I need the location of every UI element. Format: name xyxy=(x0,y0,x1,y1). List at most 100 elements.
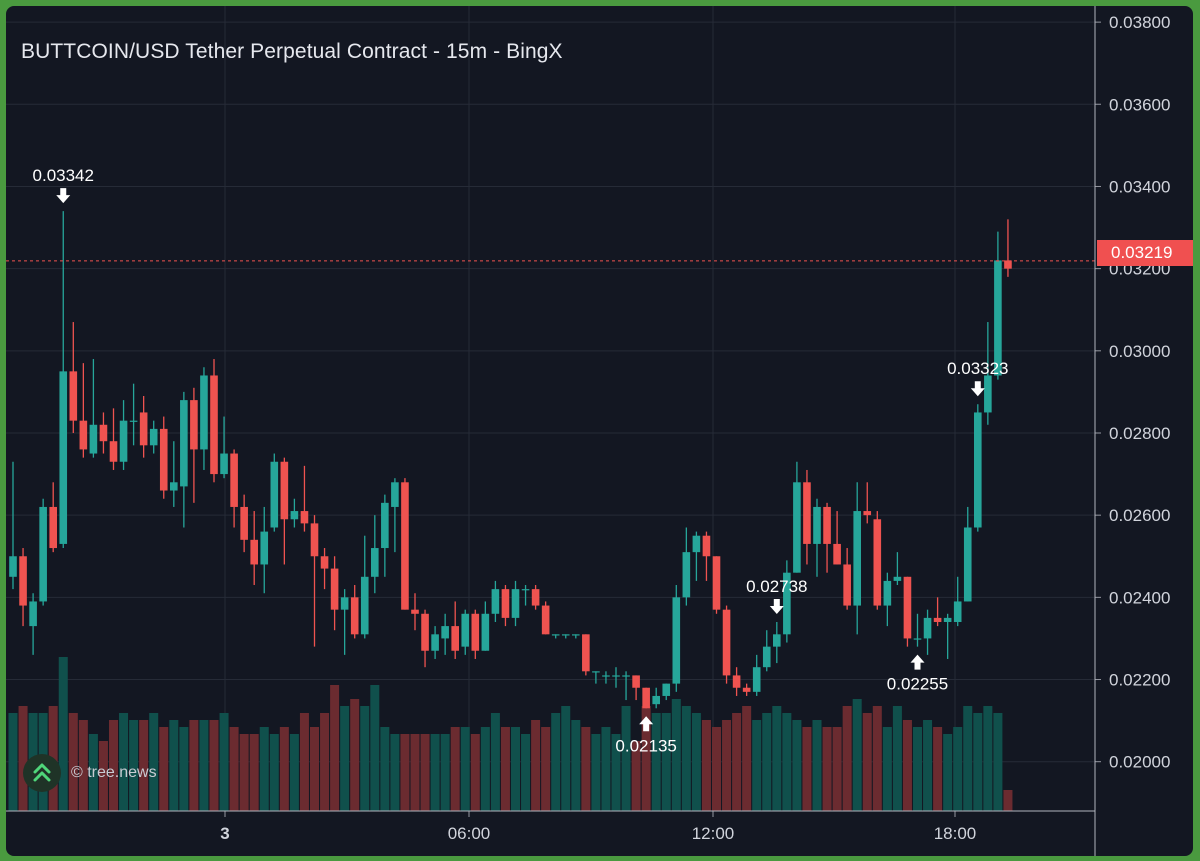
volume-bar xyxy=(229,727,239,811)
candle-body xyxy=(190,400,198,450)
candle-body xyxy=(843,564,851,606)
chart-title: BUTTCOIN/USD Tether Perpetual Contract -… xyxy=(21,40,563,63)
candle-body xyxy=(762,646,771,668)
candle-body xyxy=(260,531,269,565)
candle-body xyxy=(330,568,339,610)
candle-body xyxy=(119,420,128,462)
candle-body xyxy=(541,605,550,635)
y-tick-label: 0.03000 xyxy=(1109,342,1170,361)
candle-body xyxy=(501,589,510,618)
candle-body xyxy=(561,634,570,636)
volume-bar xyxy=(782,713,792,811)
volume-bar xyxy=(430,734,440,811)
candle-body xyxy=(79,420,88,450)
candle-body xyxy=(752,667,761,692)
candle-body xyxy=(612,675,620,677)
candlestick-chart[interactable]: 0.02000 0.02200 0.02400 0.02600 0.02800 0.030… xyxy=(6,6,1193,856)
candle-body xyxy=(310,523,319,557)
volume-bar xyxy=(581,727,591,811)
watermark: © tree.news xyxy=(23,753,157,793)
volume-bar xyxy=(983,706,993,811)
volume-bar xyxy=(953,727,963,811)
y-tick-label: 0.02800 xyxy=(1109,424,1170,443)
candle-body xyxy=(59,371,68,544)
low-annotation-label: 0.02135 xyxy=(615,736,676,755)
volume-bar xyxy=(511,727,520,811)
volume-bar xyxy=(561,706,571,811)
volume-bar xyxy=(641,706,651,811)
volume-bar xyxy=(943,734,953,811)
candle-body xyxy=(139,412,148,446)
volume-bar xyxy=(541,727,551,811)
volume-bar xyxy=(299,713,309,811)
candle-body xyxy=(431,634,439,651)
volume-bar xyxy=(802,727,812,811)
candle-body xyxy=(592,671,600,673)
candle-body xyxy=(19,556,27,606)
candle-body xyxy=(270,461,279,528)
candle-body xyxy=(974,412,982,528)
volume-bar xyxy=(219,713,229,811)
y-tick-label: 0.03600 xyxy=(1109,95,1170,114)
down-arrow-icon xyxy=(769,598,784,614)
candle-body xyxy=(461,613,470,647)
candle-body xyxy=(29,601,37,627)
candle-body xyxy=(602,675,610,677)
up-arrow-icon xyxy=(639,716,654,732)
candle-body xyxy=(642,687,650,709)
high-annotation-label: 0.02738 xyxy=(746,577,807,596)
volume-bar xyxy=(440,734,450,811)
volume-bar xyxy=(189,720,199,811)
high-annotation-label: 0.03323 xyxy=(947,359,1008,378)
candle-body xyxy=(129,420,138,422)
candle-body xyxy=(220,453,228,475)
candle-body xyxy=(300,511,309,524)
candle-body xyxy=(481,613,490,651)
volume-bar xyxy=(822,727,832,811)
candle-body xyxy=(210,375,218,475)
candle-body xyxy=(632,675,640,688)
volume-bar xyxy=(169,720,179,811)
candle-body xyxy=(441,626,449,639)
volume-bar xyxy=(350,699,360,811)
candle-body xyxy=(582,634,590,672)
volume-bar xyxy=(68,713,78,811)
volume-bar xyxy=(732,713,742,811)
candle-body xyxy=(521,589,530,591)
volume-bar xyxy=(98,741,108,811)
volume-bar xyxy=(340,706,350,811)
volume-bar xyxy=(490,713,500,811)
candle-body xyxy=(984,375,992,413)
volume-bar xyxy=(330,685,340,811)
volume-bar xyxy=(1003,790,1013,811)
candle-body xyxy=(913,638,922,640)
volume-bar xyxy=(289,734,299,811)
volume-bar xyxy=(8,713,18,811)
volume-bar xyxy=(279,727,289,811)
candle-body xyxy=(732,675,741,688)
volume-bar xyxy=(671,699,681,811)
candle-body xyxy=(360,576,369,635)
volume-bar xyxy=(621,706,631,811)
volume-bar xyxy=(852,699,862,811)
candle-body xyxy=(662,683,671,696)
y-tick-label: 0.02600 xyxy=(1109,506,1170,525)
volume-bar xyxy=(993,713,1003,811)
volume-bar xyxy=(882,727,892,811)
candle-body xyxy=(652,695,660,705)
volume-bar xyxy=(651,713,661,811)
candle-body xyxy=(350,597,359,635)
candle-body xyxy=(411,609,419,614)
y-tick-label: 0.02400 xyxy=(1109,588,1170,607)
candle-body xyxy=(340,597,349,610)
volume-bar xyxy=(139,720,149,811)
volume-bar xyxy=(681,706,691,811)
candle-body xyxy=(49,506,57,549)
candle-body xyxy=(994,260,1002,376)
candle-body xyxy=(280,461,289,520)
volume-bar xyxy=(812,720,822,811)
volume-bar xyxy=(179,727,189,811)
volume-bar xyxy=(159,727,169,811)
candle-body xyxy=(200,375,208,450)
volume-bar xyxy=(872,706,882,811)
